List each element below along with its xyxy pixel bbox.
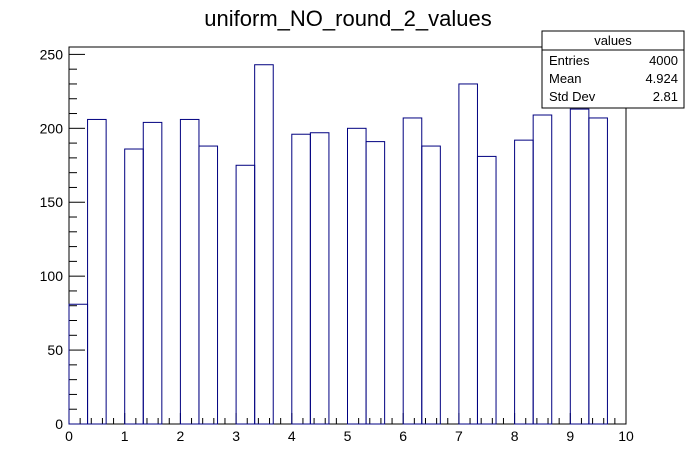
stats-mean-label: Mean	[549, 71, 582, 86]
histogram-bin-6	[179, 118, 200, 425]
x-axis: 0 1 2 3 4 5 6 7 8 9 10	[65, 413, 634, 444]
y-tick-label-4: 200	[40, 120, 64, 136]
histogram-bin-18	[402, 117, 423, 425]
x-tick-label-0: 0	[65, 428, 73, 444]
x-tick-label-9: 9	[566, 428, 574, 444]
x-tick-label-3: 3	[232, 428, 240, 444]
x-tick-label-1: 1	[121, 428, 129, 444]
stats-entries-label: Entries	[549, 53, 590, 68]
x-tick-label-5: 5	[344, 428, 352, 444]
y-tick-label-3: 150	[40, 194, 64, 210]
stats-stddev-label: Std Dev	[549, 89, 596, 104]
stats-box-frame	[541, 30, 685, 109]
histogram-bin-9	[235, 164, 256, 425]
histogram-bin-21	[458, 83, 478, 425]
y-tick-label-1: 50	[47, 342, 63, 358]
x-tick-label-2: 2	[177, 428, 185, 444]
stats-entries-value: 4000	[649, 53, 678, 68]
y-axis: 0 50 100 150 200 250	[40, 46, 85, 432]
histogram-bin-10	[254, 64, 274, 425]
histogram-bin-25	[532, 114, 553, 425]
histogram-bin-16	[365, 141, 386, 425]
histogram-bin-0	[68, 303, 89, 425]
histogram-bin-19	[421, 145, 441, 425]
x-tick-label-6: 6	[399, 428, 407, 444]
histogram-bin-3	[124, 148, 144, 425]
histogram-bin-28	[588, 117, 608, 425]
histogram-bin-22	[476, 155, 497, 425]
histogram-bin-4	[142, 121, 163, 425]
x-tick-label-8: 8	[511, 428, 519, 444]
histogram-bars	[68, 64, 608, 425]
histogram-bin-27	[569, 108, 590, 425]
x-tick-label-10: 10	[618, 428, 634, 444]
histogram-bin-1	[87, 118, 107, 425]
x-tick-label-4: 4	[288, 428, 296, 444]
stats-box: values Entries 4000 Mean 4.924 Std Dev 2…	[541, 30, 685, 109]
histogram-bin-13	[309, 132, 330, 425]
stats-mean-value: 4.924	[645, 71, 678, 86]
histogram-bin-24	[514, 139, 534, 425]
histogram-bin-7	[198, 145, 219, 425]
stats-box-title: values	[594, 33, 632, 48]
y-tick-label-5: 250	[40, 46, 64, 62]
y-tick-label-2: 100	[40, 268, 64, 284]
y-tick-label-0: 0	[55, 416, 63, 432]
x-tick-label-7: 7	[455, 428, 463, 444]
stats-stddev-value: 2.81	[653, 89, 678, 104]
chart-title: uniform_NO_round_2_values	[204, 6, 491, 31]
histogram-bin-12	[291, 133, 311, 425]
histogram-bin-15	[347, 127, 367, 425]
